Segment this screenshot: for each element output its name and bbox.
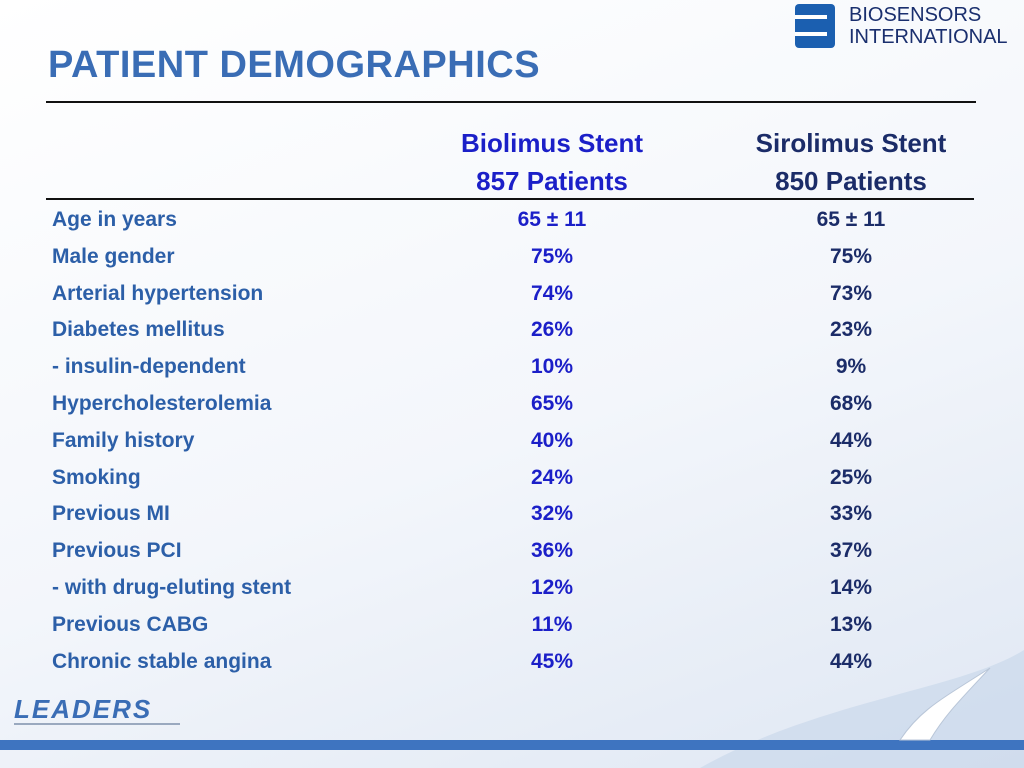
- cell: 75%: [530, 244, 574, 268]
- row-label: Diabetes mellitus: [52, 318, 225, 342]
- cell: 36%: [530, 539, 574, 563]
- cell: 9%: [835, 355, 867, 379]
- cell: 25%: [829, 465, 873, 489]
- bottom-bar: [0, 740, 1024, 750]
- cell: 24%: [530, 465, 574, 489]
- cell: 11%: [531, 612, 573, 636]
- cell: 14%: [829, 576, 873, 599]
- column-name: Biolimus Stent: [460, 128, 643, 158]
- cell: 65 ± 11: [816, 208, 886, 231]
- table-row: Previous PCI 36% 37%: [52, 539, 982, 576]
- logo-line: BIOSENSORS: [849, 4, 982, 26]
- logo-icon-stripe: [795, 15, 827, 19]
- table-row: Smoking 24% 25%: [52, 466, 982, 503]
- row-label: Arterial hypertension: [52, 281, 264, 305]
- table-row: Previous CABG 11% 13%: [52, 613, 982, 650]
- cell: 74%: [530, 281, 574, 305]
- cell: 75%: [829, 244, 873, 268]
- cell: 45%: [530, 649, 574, 673]
- column-header: Sirolimus Stent 850 Patients: [701, 124, 1001, 200]
- cell: 37%: [829, 539, 873, 563]
- cell: 40%: [530, 428, 574, 452]
- row-label: - insulin-dependent: [52, 355, 246, 379]
- logo-text: BIOSENSORS INTERNATIONAL: [849, 4, 1008, 48]
- row-label: Hypercholesterolemia: [52, 392, 272, 415]
- cell: 13%: [829, 612, 873, 636]
- cell: 33%: [829, 502, 873, 526]
- cell: 26%: [530, 318, 574, 342]
- table-row: - with drug-eluting stent 12% 14%: [52, 576, 982, 613]
- row-label: Smoking: [52, 465, 141, 489]
- column-name: Sirolimus Stent: [755, 128, 947, 158]
- row-label: Age in years: [52, 208, 177, 231]
- column-header: Biolimus Stent 857 Patients: [402, 124, 702, 200]
- cell: 68%: [829, 392, 873, 415]
- table-row: Diabetes mellitus 26% 23%: [52, 318, 982, 355]
- row-label: Male gender: [52, 244, 175, 268]
- logo-icon-stripe: [795, 32, 827, 36]
- cell: 65%: [530, 392, 574, 415]
- table-row: - insulin-dependent 10% 9%: [52, 355, 982, 392]
- title-rule: [46, 101, 976, 103]
- logo-line: INTERNATIONAL: [849, 26, 1008, 48]
- cell: 65 ± 11: [517, 208, 587, 231]
- table-row: Age in years 65 ± 11 65 ± 11: [52, 208, 982, 245]
- column-patients: 850 Patients: [775, 166, 927, 196]
- cell: 23%: [829, 318, 873, 342]
- cell: 44%: [829, 649, 873, 673]
- cell: 44%: [829, 428, 873, 452]
- seagull: [899, 667, 991, 741]
- cell: 12%: [530, 576, 574, 599]
- cell: 32%: [530, 502, 574, 526]
- row-label: Family history: [52, 428, 195, 452]
- cell: 73%: [829, 281, 873, 305]
- logo-icon: [795, 4, 835, 48]
- header-rule: [46, 198, 974, 200]
- table-row: Hypercholesterolemia 65% 68%: [52, 392, 982, 429]
- row-label: Previous MI: [52, 502, 170, 526]
- table-row: Male gender 75% 75%: [52, 245, 982, 282]
- column-patients: 857 Patients: [476, 166, 628, 196]
- footer-brand: LEADERS: [14, 694, 153, 724]
- table-row: Previous MI 32% 33%: [52, 502, 982, 539]
- cell: 10%: [530, 355, 574, 379]
- table-row: Chronic stable angina 45% 44%: [52, 650, 982, 687]
- table-row: Arterial hypertension 74% 73%: [52, 282, 982, 319]
- slide-title: PATIENT DEMOGRAPHICS: [48, 44, 541, 86]
- row-label: Previous PCI: [52, 539, 182, 563]
- swoosh: [700, 650, 1024, 768]
- row-label: - with drug-eluting stent: [52, 576, 292, 599]
- table-row: Family history 40% 44%: [52, 429, 982, 466]
- row-label: Chronic stable angina: [52, 649, 272, 673]
- row-label: Previous CABG: [52, 612, 209, 636]
